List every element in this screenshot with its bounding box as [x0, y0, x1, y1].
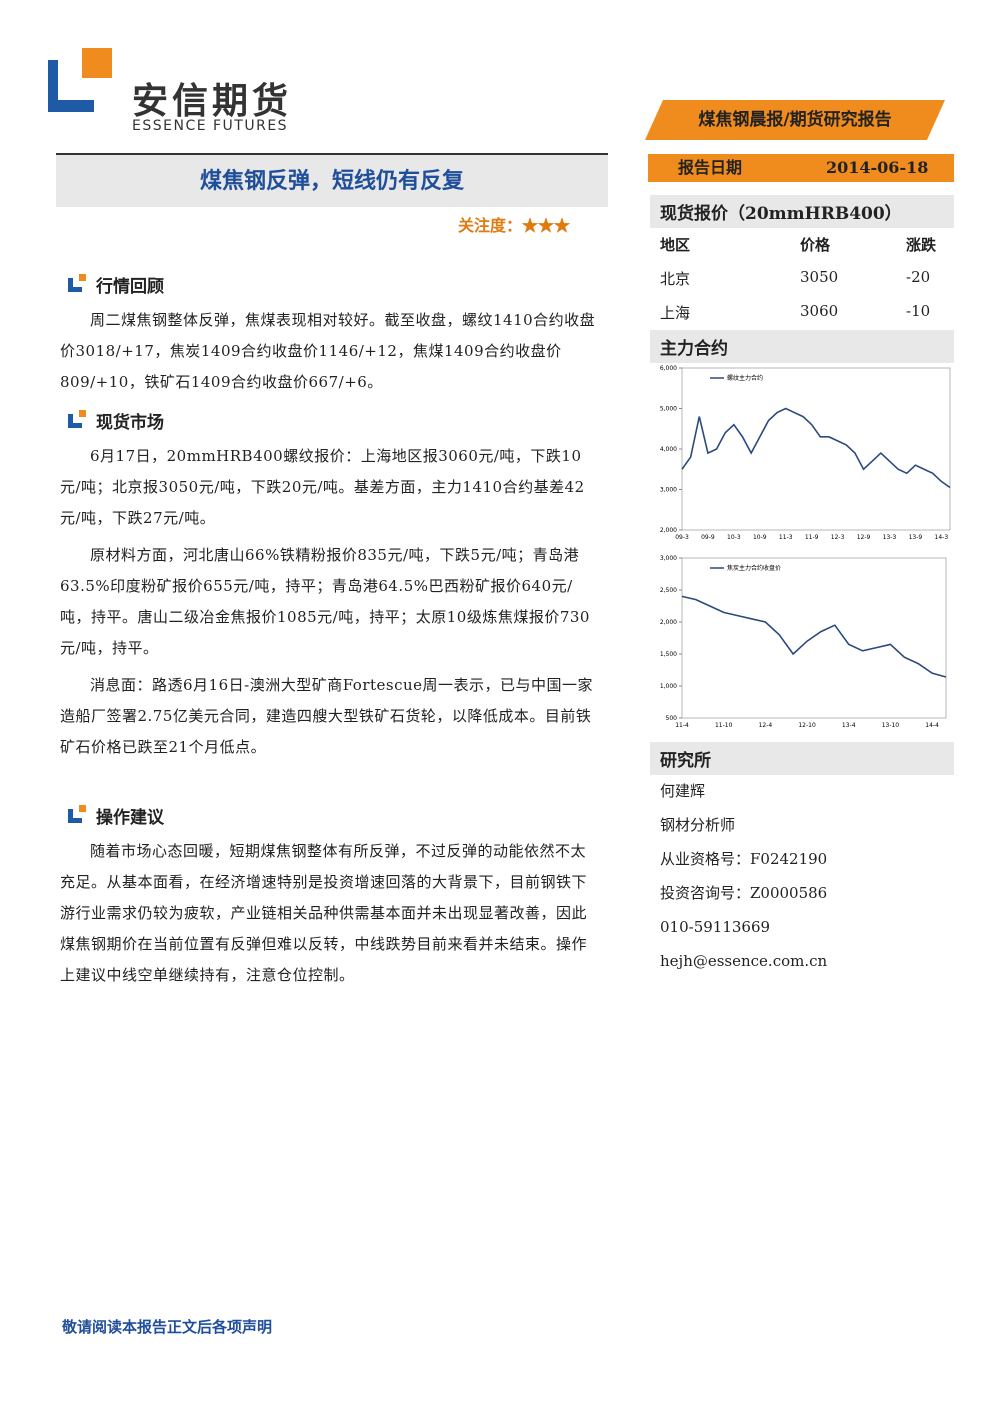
section-heading: 行情回顾 [68, 272, 600, 297]
section-heading: 操作建议 [68, 803, 600, 828]
research-line: hejh@essence.com.cn [660, 952, 828, 970]
x-tick-label: 10-9 [753, 534, 767, 541]
x-tick-label: 11-3 [779, 534, 793, 541]
table-cell: -20 [906, 268, 931, 286]
footer: 敬请阅读本报告正文后各项声明 [62, 1318, 273, 1336]
x-tick-label: 13-10 [882, 722, 900, 729]
table-cell: -10 [906, 302, 931, 320]
line [681, 595, 947, 678]
research-line: 从业资格号：F0242190 [660, 850, 828, 868]
y-tick-label: 6,000 [660, 365, 677, 372]
main-text: 行情回顾周二煤焦钢整体反弹，焦煤表现相对较好。截至收盘，螺纹1410合约收盘价3… [60, 262, 600, 997]
x-tick-label: 12-9 [857, 534, 871, 541]
title-bar [56, 153, 608, 207]
research-list: 何建辉钢材分析师从业资格号：F0242190 投资咨询号：Z0000586 010-… [660, 778, 827, 982]
legend-label: 焦炭主力合约收盘价 [727, 564, 781, 572]
table-cell: 3050 [800, 268, 839, 286]
table-cell: 地区 [660, 236, 691, 254]
x-tick-label: 09-9 [701, 534, 715, 541]
contract-title: 主力合约 [650, 330, 954, 363]
paragraph: 随着市场心态回暖，短期煤焦钢整体有所反弹，不过反弹的动能依然不太充足。从基本面看… [60, 842, 588, 984]
research-line: 钢材分析师 [660, 816, 736, 834]
y-tick-label: 2,000 [660, 619, 677, 626]
table-cell: 3060 [800, 302, 839, 320]
x-tick-label: 13-4 [842, 722, 856, 729]
x-tick-label: 11-10 [715, 722, 733, 729]
logo-en: ESSENCE FUTURES [132, 118, 289, 134]
heading-icon [68, 804, 86, 823]
title: 煤焦钢反弹，短线仍有反复 [199, 168, 464, 194]
y-tick-label: 2,000 [660, 527, 677, 534]
heading-text: 现货市场 [96, 413, 164, 433]
line [681, 407, 951, 489]
charts: 2,000 3,000 4,000 5,000 6,000 09-3 09-9 10-3 10-… [660, 365, 951, 729]
x-tick-label: 10-3 [727, 534, 741, 541]
research-line: 010-59113669 [660, 918, 771, 936]
y-tick-label: 5,000 [660, 406, 677, 413]
spot-title: 现货报价（20mmHRB400） [650, 195, 954, 228]
x-tick-label: 12-4 [759, 722, 773, 729]
logo-cn: 安信期货 [132, 80, 293, 122]
x-tick-label: 13-9 [909, 534, 923, 541]
stars: ★★★ [522, 216, 571, 235]
heading-text: 行情回顾 [96, 277, 164, 297]
date-label: 报告日期 [678, 158, 743, 177]
y-tick-label: 3,000 [660, 487, 677, 494]
paragraph: 原材料方面，河北唐山66%铁精粉报价835元/吨，下跌5元/吨；青岛港63.5%… [60, 546, 590, 657]
x-tick-label: 13-3 [883, 534, 897, 541]
logo-mark [48, 48, 112, 112]
axis [681, 367, 951, 531]
table-cell: 价格 [800, 236, 831, 254]
attention: 关注度：★★★ [458, 212, 570, 236]
heading-text: 操作建议 [96, 808, 164, 828]
date-bar: 报告日期 2014-06-18 [648, 154, 954, 182]
section-heading: 现货市场 [68, 408, 600, 433]
heading-icon [68, 273, 86, 292]
table-cell: 涨跌 [906, 236, 937, 254]
banner: 煤焦钢晨报/期货研究报告 [645, 100, 945, 140]
y-tick-label: 1,000 [660, 683, 677, 690]
y-tick-label: 3,000 [660, 555, 677, 562]
y-tick-label: 500 [666, 715, 678, 722]
axis [681, 557, 947, 719]
y-tick-label: 4,000 [660, 446, 677, 453]
x-tick-label: 12-3 [831, 534, 845, 541]
paragraph: 6月17日，20mmHRB400螺纹报价：上海地区报3060元/吨，下跌10元/… [60, 447, 585, 527]
paragraph: 周二煤焦钢整体反弹，焦煤表现相对较好。截至收盘，螺纹1410合约收盘价3018/… [60, 311, 596, 391]
x-tick-label: 12-10 [798, 722, 816, 729]
research-line: 何建辉 [660, 782, 706, 800]
y-tick-label: 2,500 [660, 587, 677, 594]
y-tick-label: 1,500 [660, 651, 677, 658]
paragraph: 消息面：路透6月16日-澳洲大型矿商Fortescue周一表示，已与中国一家造船… [60, 676, 594, 756]
x-tick-label: 14-3 [935, 534, 949, 541]
x-tick-label: 11-4 [675, 722, 689, 729]
legend-label: 螺纹主力合约 [727, 374, 763, 382]
table-cell: 上海 [660, 304, 691, 322]
research-line: 投资咨询号：Z0000586 [660, 884, 828, 902]
x-tick-label: 11-9 [805, 534, 819, 541]
table-cell: 北京 [660, 270, 691, 288]
x-tick-label: 14-4 [925, 722, 939, 729]
x-tick-label: 09-3 [675, 534, 689, 541]
heading-icon [68, 409, 86, 428]
date: 2014-06-18 [826, 158, 929, 177]
attention-label: 关注度： [458, 216, 523, 235]
research-title: 研究所 [650, 742, 954, 775]
